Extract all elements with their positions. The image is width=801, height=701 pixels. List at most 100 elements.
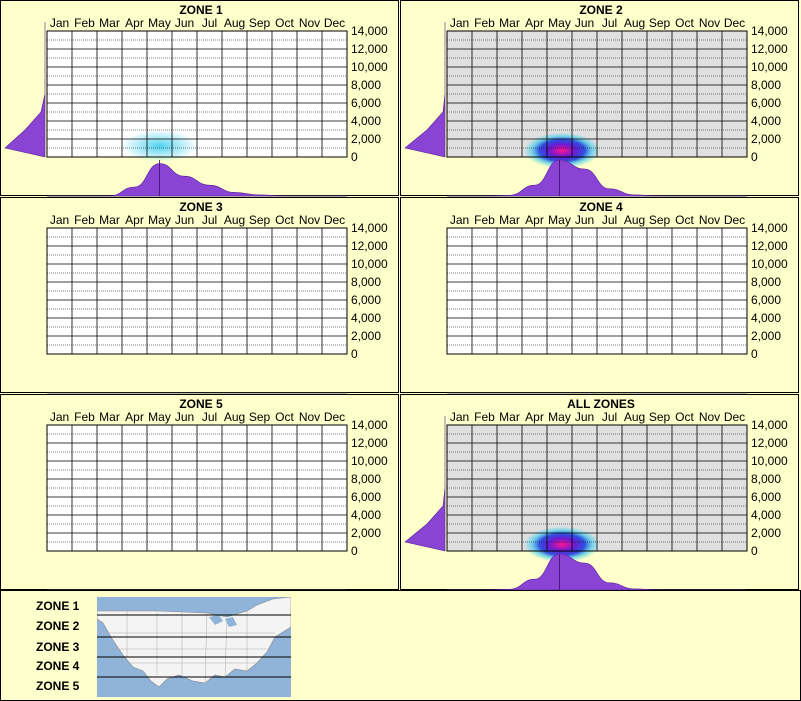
y-tick-label: 14,000 [751,221,788,235]
month-label-oct: Oct [275,213,294,227]
y-tick-label: 14,000 [751,418,788,432]
active-column-aug [622,31,647,157]
month-label-jun: Jun [575,16,594,30]
month-marginal [447,553,747,591]
month-label-jun: Jun [575,410,594,424]
y-tick-label: 0 [751,544,758,558]
month-label-apr: Apr [525,16,544,30]
month-label-oct: Oct [675,213,694,227]
month-label-mar: Mar [499,410,520,424]
y-tick-label: 12,000 [751,436,788,450]
month-label-mar: Mar [99,410,120,424]
plot-border [446,30,748,158]
y-tick-label: 4,000 [751,508,781,522]
chart-svg: ZONE 4 Jan Feb Mar Apr May Jun Jul Aug Sep Oct Nov D… [446,200,788,394]
month-label-mar: Mar [99,213,120,227]
y-tick-label: 8,000 [751,275,781,289]
chart-svg: ZONE 1 Jan Feb Mar Apr May Jun Jul Aug Sep Oct Nov D… [4,3,388,197]
month-label-nov: Nov [299,410,320,424]
y-tick-label: 2,000 [751,132,781,146]
month-label-nov: Nov [299,16,320,30]
chart-panel-zone-5: ZONE 5 Jan Feb Mar Apr May Jun Jul Aug Sep Oct Nov D… [0,394,399,591]
month-label-mar: Mar [499,213,520,227]
y-tick-label: 8,000 [351,78,381,92]
plot-border [46,424,348,552]
month-label-may: May [148,213,171,227]
y-tick-label: 10,000 [351,257,388,271]
y-tick-label: 0 [351,544,358,558]
month-label-sep: Sep [249,213,271,227]
month-marginal [447,159,747,197]
month-label-jan: Jan [450,213,469,227]
month-label-apr: Apr [125,16,144,30]
month-label-jan: Jan [50,16,69,30]
zone-label-3: ZONE 3 [36,640,80,654]
month-label-feb: Feb [474,213,495,227]
active-column-feb [472,31,497,157]
month-label-jun: Jun [175,213,194,227]
y-tick-label: 6,000 [351,96,381,110]
y-tick-label: 6,000 [351,490,381,504]
month-label-feb: Feb [474,16,495,30]
y-tick-label: 12,000 [351,436,388,450]
month-label-may: May [548,410,571,424]
month-label-jun: Jun [575,213,594,227]
month-label-dec: Dec [324,16,345,30]
month-label-dec: Dec [324,213,345,227]
elevation-marginal [4,22,46,158]
active-column-oct [672,425,697,551]
heat-blob [121,130,198,162]
month-label-oct: Oct [275,16,294,30]
month-label-oct: Oct [275,410,294,424]
month-label-aug: Aug [624,410,645,424]
y-tick-label: 12,000 [751,42,788,56]
month-label-feb: Feb [74,410,95,424]
y-tick-label: 0 [751,347,758,361]
heat-blob [524,526,600,563]
chart-svg: ZONE 3 Jan Feb Mar Apr May Jun Jul Aug Sep Oct Nov D… [46,200,388,394]
plot-border [446,424,748,552]
y-tick-label: 8,000 [351,472,381,486]
y-tick-label: 2,000 [351,526,381,540]
month-label-mar: Mar [499,16,520,30]
y-tick-label: 2,000 [351,132,381,146]
active-column-feb [472,425,497,551]
map-state-lines [97,611,275,684]
chart-svg: ZONE 2 Jan Feb Mar Apr May Jun Jul Aug Sep Oct Nov D… [404,3,788,197]
month-label-apr: Apr [525,213,544,227]
month-label-sep: Sep [249,16,271,30]
active-column-aug [622,425,647,551]
month-label-dec: Dec [724,213,745,227]
month-label-jan: Jan [50,410,69,424]
month-label-oct: Oct [675,16,694,30]
elevation-marginal [404,22,446,158]
y-tick-label: 2,000 [751,526,781,540]
month-label-jul: Jul [202,213,217,227]
active-column-dec [722,31,747,157]
y-tick-label: 6,000 [751,293,781,307]
month-label-feb: Feb [74,16,95,30]
month-label-aug: Aug [624,213,645,227]
zone-label-1: ZONE 1 [36,599,80,613]
month-label-feb: Feb [474,410,495,424]
y-tick-label: 6,000 [751,96,781,110]
plot-border [46,227,348,355]
zone-label-5: ZONE 5 [36,679,80,693]
zone-map [97,597,291,697]
y-tick-label: 6,000 [351,293,381,307]
month-label-dec: Dec [724,410,745,424]
y-tick-label: 0 [751,150,758,164]
month-label-aug: Aug [224,16,245,30]
chart-title: ZONE 5 [179,397,223,411]
chart-title: ZONE 4 [579,200,623,214]
month-label-sep: Sep [649,410,671,424]
y-tick-label: 0 [351,150,358,164]
month-label-jan: Jan [450,410,469,424]
month-label-sep: Sep [649,213,671,227]
month-label-jul: Jul [602,16,617,30]
y-tick-label: 4,000 [751,114,781,128]
month-label-dec: Dec [324,410,345,424]
month-label-jan: Jan [50,213,69,227]
plot-border [446,227,748,355]
y-tick-label: 4,000 [751,311,781,325]
